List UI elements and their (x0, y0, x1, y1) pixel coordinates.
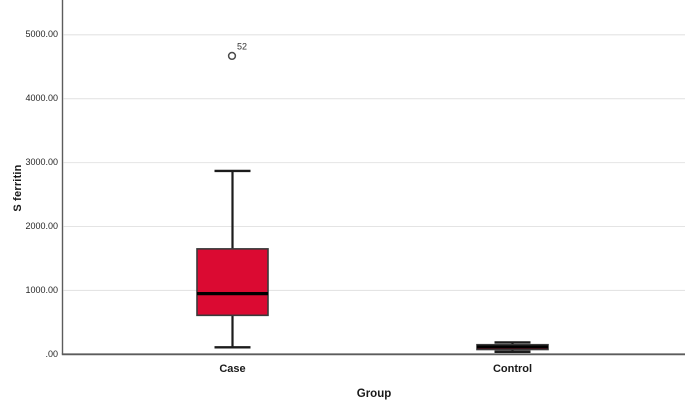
box-case (196, 248, 269, 317)
x-axis-title: Group (356, 388, 392, 400)
y-tick-label: 2000.00 (25, 221, 58, 231)
y-tick-label: 3000.00 (25, 157, 58, 168)
x-tick-label-control: Control (492, 363, 533, 375)
y-tick-label: 4000.00 (25, 93, 58, 104)
outlier-label: 52 (237, 41, 247, 51)
x-tick-label-case: Case (219, 363, 246, 375)
y-tick-label: .00 (45, 348, 58, 359)
outlier-point (227, 51, 237, 61)
y-tick-label: 1000.00 (25, 284, 58, 295)
y-tick-label: 5000.00 (25, 29, 58, 40)
